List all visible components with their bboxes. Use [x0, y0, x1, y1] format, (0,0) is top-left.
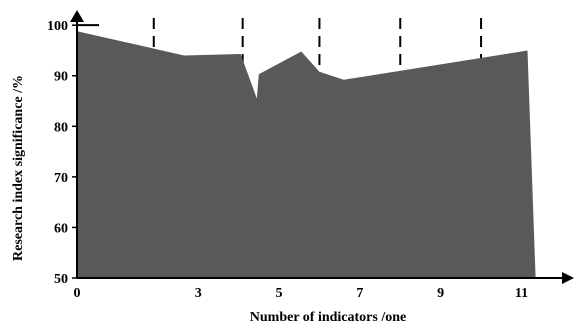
- y-tick-label-2: 70: [54, 171, 68, 186]
- data-area-series: [77, 31, 536, 279]
- x-tick-label-5: 11: [515, 286, 528, 301]
- x-tick-label-1: 3: [195, 286, 202, 301]
- y-tick-label-4: 90: [54, 70, 68, 85]
- x-axis-label: Number of indicators /one: [250, 310, 406, 325]
- x-axis-arrow-icon: [562, 272, 574, 284]
- y-axis-arrow-icon: [70, 10, 84, 22]
- dashed-marker-lines: [152, 18, 483, 76]
- y-tick-label-5: 100: [47, 19, 68, 34]
- y-tick-label-3: 80: [54, 120, 68, 135]
- y-tick-label-0: 50: [54, 272, 68, 287]
- y-axis-label: Research index significance /%: [11, 75, 26, 261]
- x-tick-label-0: 0: [74, 286, 81, 301]
- x-tick-label-3: 7: [356, 286, 363, 301]
- x-tick-label-2: 5: [276, 286, 283, 301]
- y-tick-label-1: 60: [54, 221, 68, 236]
- axes: [70, 10, 574, 284]
- tick-marks-and-labels: 50 60 70 80 90 100 0 3 5 7 9 11: [47, 19, 528, 301]
- x-tick-label-4: 9: [437, 286, 444, 301]
